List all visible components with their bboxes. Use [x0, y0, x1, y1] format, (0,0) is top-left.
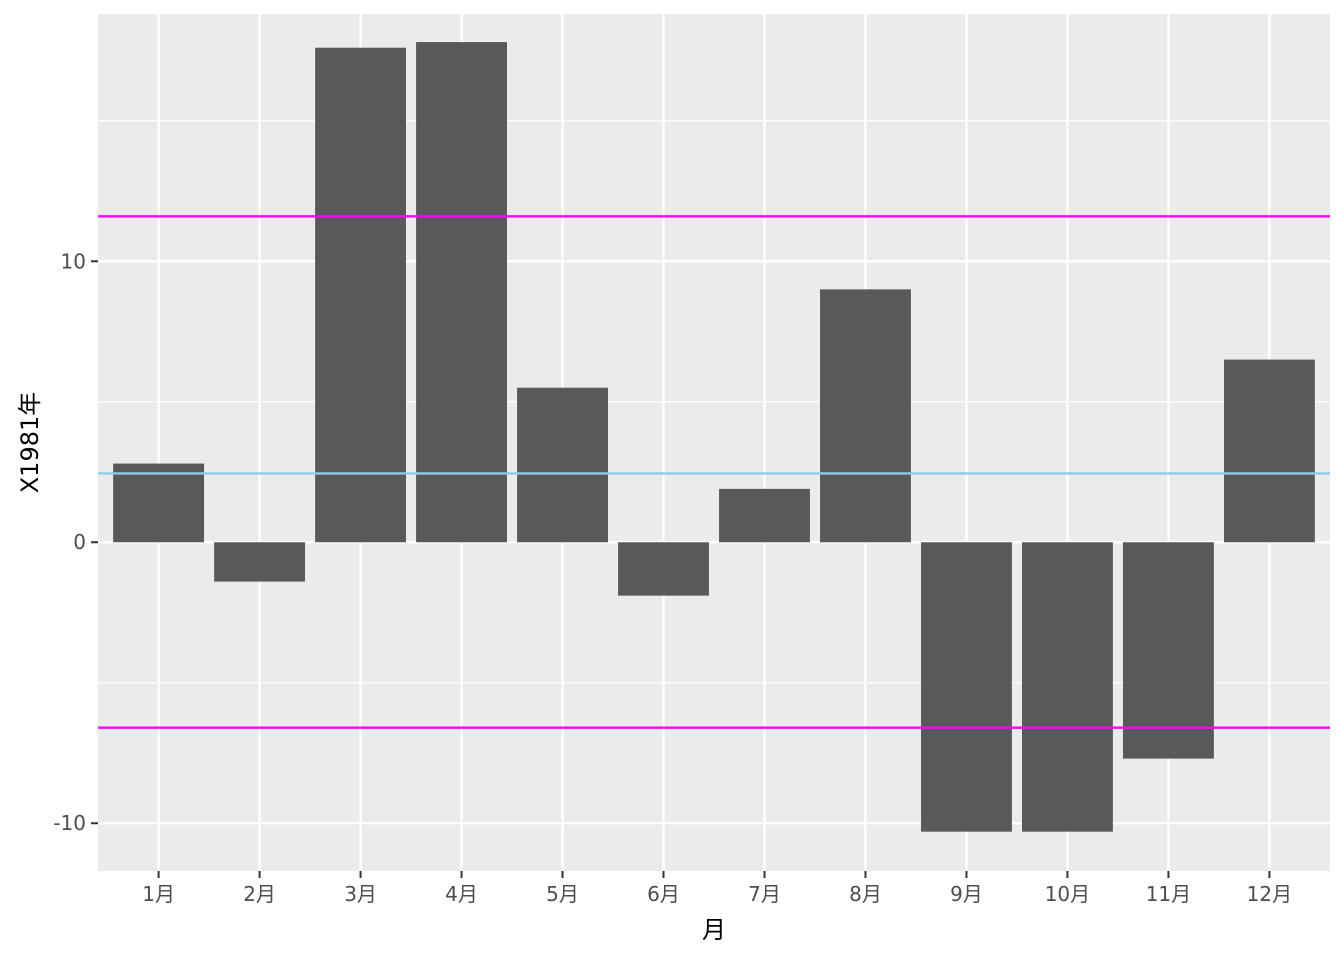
bar-6	[618, 542, 709, 596]
bar-8	[820, 289, 911, 543]
bar-2	[214, 542, 306, 582]
bar-9	[921, 542, 1012, 832]
y-tick-label: 0	[73, 530, 86, 554]
x-tick-label: 4月	[445, 882, 478, 906]
bars	[113, 42, 1315, 832]
x-tick-label: 2月	[243, 882, 276, 906]
x-tick-label: 11月	[1146, 882, 1191, 906]
x-tick-label: 5月	[546, 882, 579, 906]
bar-11	[1122, 542, 1214, 759]
x-tick-label: 1月	[142, 882, 175, 906]
bar-10	[1022, 542, 1113, 832]
x-tick-label: 6月	[647, 882, 680, 906]
x-axis: 1月 2月 3月 4月 5月 6月 7月 8月 9月 10月 11月 12月	[142, 871, 1292, 906]
x-tick-label: 3月	[344, 882, 377, 906]
y-axis-title: X1981年	[16, 392, 44, 494]
reference-lines	[98, 215, 1330, 729]
y-tick-label: -10	[53, 811, 86, 835]
bar-1	[113, 463, 205, 543]
x-axis-title: 月	[702, 916, 726, 944]
bar-3	[315, 47, 406, 543]
bar-5	[517, 387, 608, 543]
bar-4	[416, 42, 507, 543]
x-tick-label: 8月	[849, 882, 882, 906]
x-tick-label: 7月	[748, 882, 781, 906]
bar-12	[1223, 359, 1315, 543]
x-tick-label: 12月	[1247, 882, 1292, 906]
x-tick-label: 9月	[950, 882, 983, 906]
bar-7	[719, 488, 810, 543]
y-axis: -10 0 10	[53, 249, 98, 835]
y-tick-label: 10	[61, 249, 86, 273]
x-tick-label: 10月	[1045, 882, 1090, 906]
